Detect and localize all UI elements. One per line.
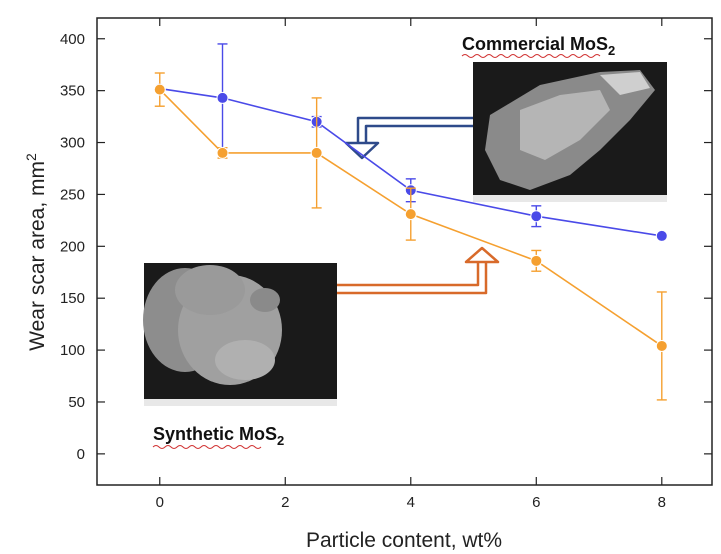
y-tick-label: 0 bbox=[77, 446, 85, 463]
x-tick-label: 6 bbox=[532, 494, 540, 511]
arrow-synthetic bbox=[337, 246, 500, 295]
sem-image-synthetic bbox=[143, 263, 337, 406]
y-axis-title: Wear scar area, mm2 bbox=[23, 153, 49, 351]
y-tick-label: 400 bbox=[60, 31, 85, 48]
spellcheck-underline-commercial bbox=[461, 54, 601, 58]
x-tick-label: 8 bbox=[658, 494, 666, 511]
data-point bbox=[153, 83, 166, 96]
data-point bbox=[404, 208, 417, 221]
y-tick-label: 100 bbox=[60, 342, 85, 359]
x-tick-label: 0 bbox=[156, 494, 164, 511]
axis-ticks bbox=[97, 18, 712, 485]
annotation-commercial: Commercial MoS2 bbox=[462, 34, 615, 58]
y-tick-label: 150 bbox=[60, 290, 85, 307]
data-point bbox=[655, 229, 668, 242]
data-point bbox=[216, 91, 229, 104]
annotation-synthetic: Synthetic MoS2 bbox=[153, 424, 284, 448]
data-point bbox=[530, 254, 543, 267]
data-point bbox=[216, 146, 229, 159]
plot-frame bbox=[96, 17, 713, 486]
data-point bbox=[655, 339, 668, 352]
y-tick-label: 300 bbox=[60, 135, 85, 152]
series-1 bbox=[153, 72, 668, 401]
y-tick-label: 250 bbox=[60, 186, 85, 203]
y-tick-label: 50 bbox=[68, 394, 85, 411]
y-tick-label: 200 bbox=[60, 238, 85, 255]
y-tick-label: 350 bbox=[60, 83, 85, 100]
x-tick-label: 2 bbox=[281, 494, 289, 511]
series-line bbox=[159, 87, 662, 237]
data-point bbox=[530, 210, 543, 223]
spellcheck-underline-synthetic bbox=[152, 445, 262, 449]
data-point bbox=[310, 146, 323, 159]
arrow-commercial bbox=[344, 116, 473, 160]
sem-image-commercial bbox=[473, 62, 667, 202]
x-tick-label: 4 bbox=[407, 494, 415, 511]
x-axis-title: Particle content, wt% bbox=[306, 529, 502, 552]
series-line bbox=[159, 89, 663, 347]
tick-labels: 0 2 4 6 8 0 50 100 150 200 250 300 350 400 bbox=[60, 31, 666, 511]
series-layer bbox=[153, 43, 668, 401]
